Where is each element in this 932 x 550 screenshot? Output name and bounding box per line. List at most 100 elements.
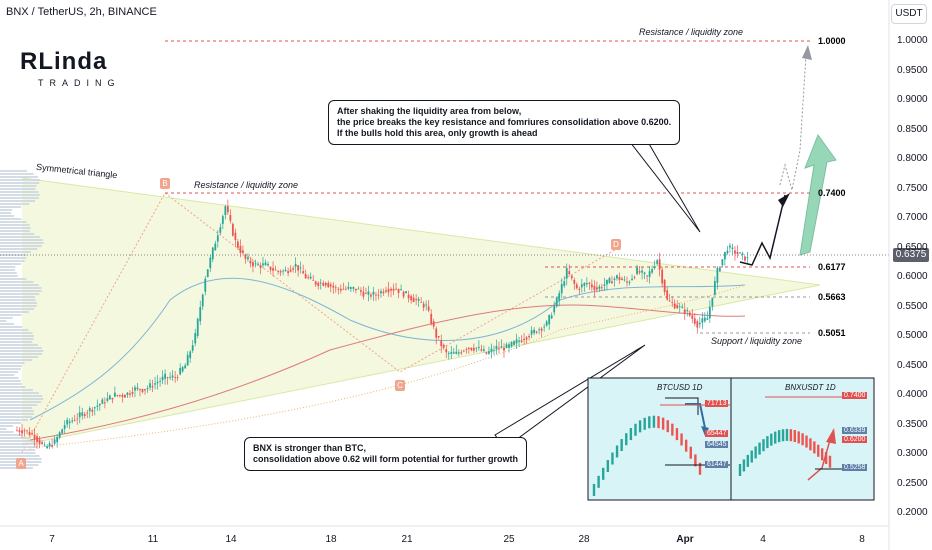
candle-body	[726, 250, 729, 254]
inset-candle	[602, 467, 605, 480]
volume-bar	[0, 179, 40, 181]
candle-body	[718, 268, 721, 272]
candle-body	[360, 290, 362, 292]
candle-body	[284, 269, 287, 272]
candle-body	[422, 303, 425, 308]
candle-body	[88, 408, 91, 412]
volume-bar	[0, 368, 21, 370]
candle-body	[427, 306, 430, 311]
inset-candle	[742, 459, 746, 472]
candle-body	[234, 232, 237, 241]
candle-body	[688, 312, 691, 316]
volume-bar	[0, 419, 28, 421]
volume-bar	[0, 452, 36, 454]
candle-body	[588, 282, 591, 284]
candle-body	[78, 412, 81, 418]
volume-bar	[0, 443, 37, 445]
volume-bar	[0, 206, 22, 208]
candle-body	[580, 284, 583, 288]
candle-body	[269, 266, 272, 270]
volume-bar	[0, 242, 44, 244]
inset-candle	[762, 439, 765, 452]
candle-body	[477, 346, 480, 348]
candle-body	[397, 288, 400, 293]
volume-bar	[0, 182, 40, 184]
inset-candle	[698, 462, 702, 475]
candle-body	[392, 288, 395, 291]
candle-body	[666, 290, 669, 300]
candle-body	[329, 284, 332, 287]
candle-body	[96, 405, 99, 407]
candle-body	[239, 246, 242, 253]
candle-body	[465, 349, 468, 351]
candle-body	[204, 278, 207, 292]
candle-body	[357, 288, 360, 290]
candle-body	[289, 269, 292, 272]
candle-body	[61, 429, 64, 434]
candle-body	[41, 442, 43, 444]
candle-body	[626, 281, 628, 283]
candle-body	[395, 288, 397, 290]
x-tick-label: 21	[401, 534, 413, 545]
candle-body	[616, 275, 618, 279]
candle-body	[352, 286, 355, 289]
inset-candle	[652, 415, 656, 428]
candle-body	[457, 352, 460, 354]
candle-body	[543, 326, 546, 328]
candle-body	[56, 437, 59, 443]
candle-body	[703, 317, 706, 322]
x-tick-label: 4	[760, 534, 766, 545]
currency-button[interactable]: USDT	[891, 4, 927, 24]
volume-bar	[0, 383, 22, 385]
volume-bar	[0, 215, 15, 217]
candle-body	[435, 328, 438, 338]
note-line: After shaking the liquidity area from be…	[337, 106, 522, 116]
volume-bar	[0, 380, 22, 382]
candle-body	[334, 287, 337, 289]
candle-body	[412, 297, 415, 303]
rlinda-logo: RLinda TRADING	[20, 48, 115, 88]
volume-bar	[0, 317, 13, 319]
candle-body	[287, 271, 290, 274]
candle-body	[523, 338, 525, 341]
candle-body	[375, 294, 377, 296]
candle-body	[643, 272, 646, 275]
candle-body	[528, 336, 531, 338]
candle-body	[462, 350, 465, 352]
x-tick-label: 14	[225, 534, 237, 545]
volume-bar	[0, 332, 33, 334]
candle-body	[385, 290, 387, 292]
candle-body	[317, 282, 320, 287]
point-a: A	[16, 458, 26, 469]
candle-body	[58, 432, 61, 438]
candle-body	[149, 383, 151, 388]
volume-bar	[0, 341, 33, 343]
candle-body	[166, 377, 169, 379]
candle-body	[304, 274, 307, 279]
top-note: After shaking the liquidity area from be…	[328, 100, 681, 145]
candle-body	[631, 278, 633, 280]
candle-body	[440, 340, 443, 347]
candle-body	[354, 288, 357, 291]
candle-body	[565, 268, 568, 279]
inset-label: 0.6200	[842, 436, 868, 443]
candle-body	[116, 395, 119, 396]
inset-candle	[766, 436, 769, 449]
candle-body	[254, 263, 257, 265]
candle-body	[593, 285, 596, 291]
logo-text: RLinda	[20, 48, 108, 75]
volume-bar	[0, 188, 36, 190]
candle-body	[262, 263, 264, 266]
inset-candle	[754, 446, 757, 459]
volume-bar	[0, 272, 17, 274]
candle-body	[297, 265, 300, 271]
volume-bar	[0, 407, 33, 409]
y-tick-label: 0.8000	[897, 153, 928, 164]
volume-bar	[0, 386, 26, 388]
candle-body	[472, 347, 475, 351]
candle-body	[370, 294, 372, 297]
volume-bar	[0, 392, 39, 394]
candle-body	[623, 279, 626, 281]
candle-body	[746, 257, 749, 259]
